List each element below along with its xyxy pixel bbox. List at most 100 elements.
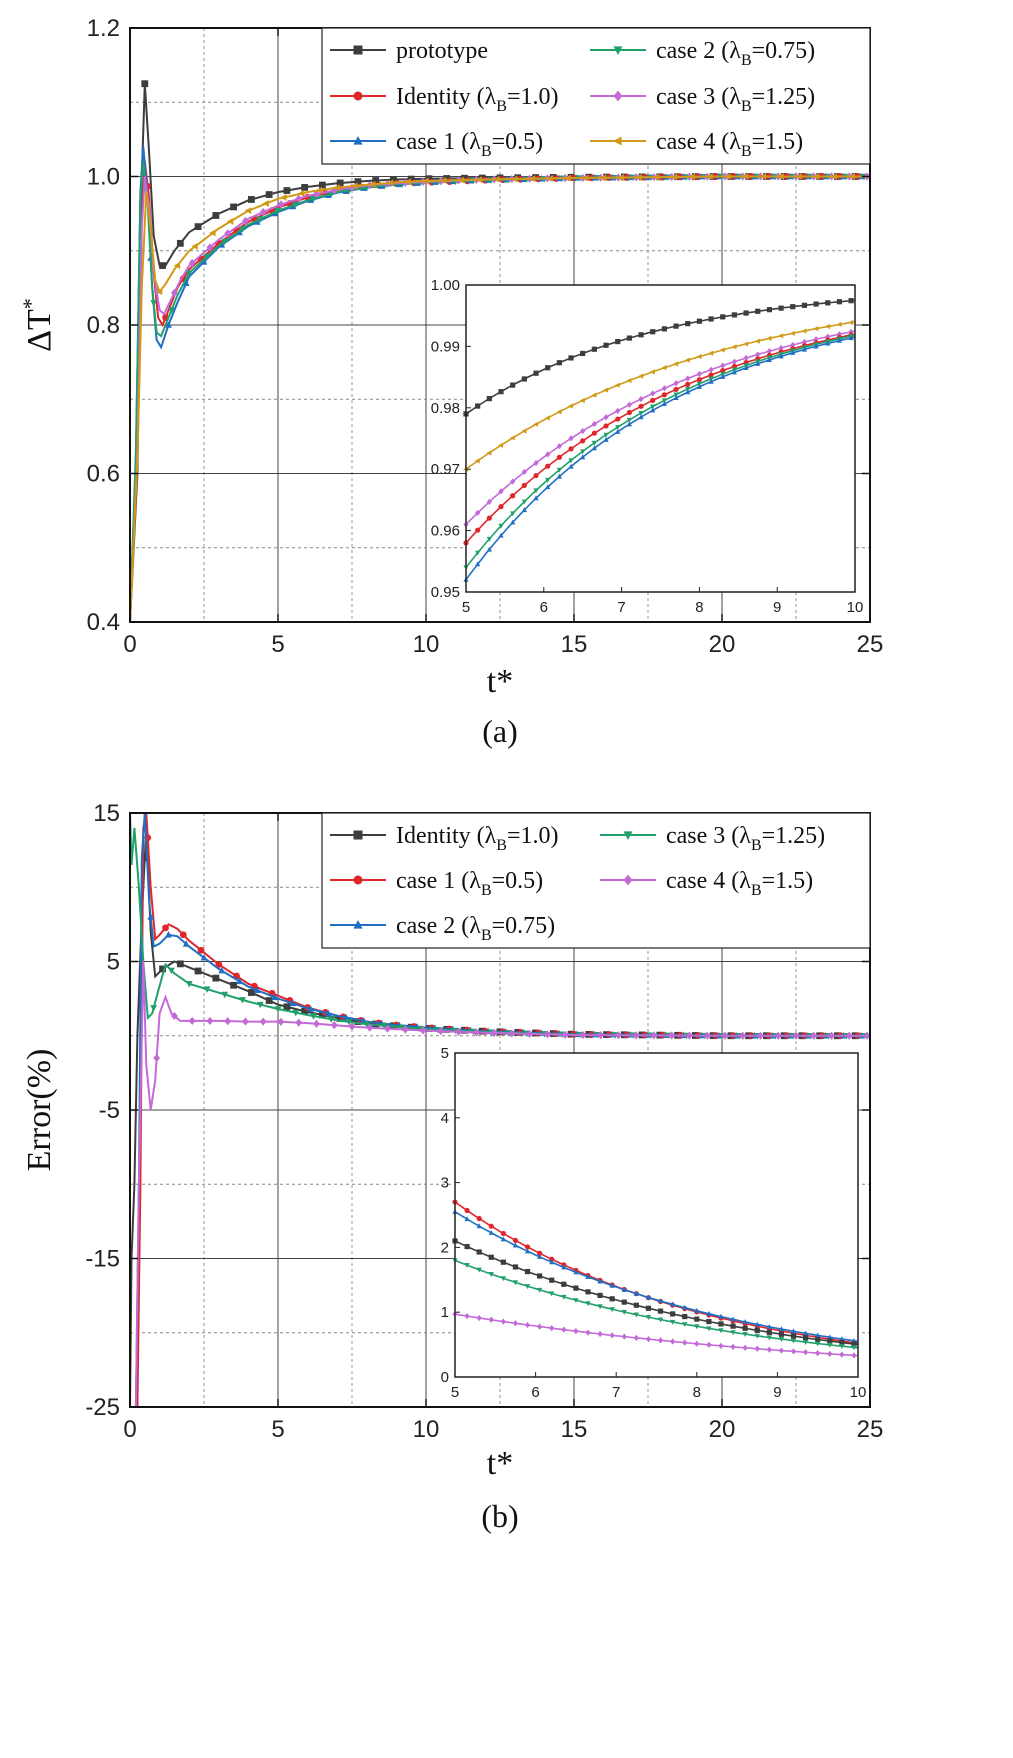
x-tick-label: 5 [271, 1416, 284, 1443]
inset-data-point [512, 1264, 519, 1270]
x-tick-label: 15 [561, 631, 588, 658]
inset-data-point [475, 527, 481, 533]
inset-data-point [755, 360, 761, 366]
x-tick-label: 20 [709, 1416, 736, 1443]
data-point [348, 1022, 356, 1031]
inset-data-point [685, 389, 691, 395]
inset-data-point [803, 1335, 809, 1341]
data-point [561, 1030, 569, 1039]
legend-label: case 3 (λB=1.25) [656, 84, 815, 115]
inset-data-point [827, 1342, 833, 1348]
inset-data-point [743, 365, 749, 370]
data-point [345, 1019, 353, 1026]
legend-subscript: B [751, 837, 762, 854]
data-point [478, 174, 486, 182]
inset-chart: 5 6 7 8 9 10 0 1 2 3 4 5 [441, 1045, 867, 1401]
data-point [419, 1026, 427, 1035]
data-point [490, 1028, 498, 1038]
inset-data-point [615, 338, 621, 345]
data-point [292, 201, 300, 209]
inset-data-point [549, 1291, 555, 1297]
legend-label: case 2 (λB=0.75) [396, 913, 555, 944]
data-point [188, 1016, 196, 1025]
inset-data-point [585, 1301, 591, 1307]
data-point [239, 226, 246, 233]
inset-data-point [549, 1259, 555, 1265]
inset-data-point [670, 1301, 676, 1307]
legend-marker [353, 875, 363, 885]
inset-data-point [633, 1334, 639, 1342]
data-point [253, 986, 261, 994]
inset-data-point [708, 316, 714, 322]
inset-data-point [533, 459, 539, 467]
legend-item: case 1 (λB=0.5) [330, 129, 543, 160]
data-point [212, 974, 220, 982]
data-point [703, 1031, 711, 1040]
inset-data-point [657, 1298, 664, 1304]
series-group [130, 80, 870, 622]
data-point [194, 223, 202, 231]
x-tick-label: 10 [413, 631, 440, 658]
data-point [274, 1006, 282, 1013]
inset-data-point [730, 1316, 736, 1322]
inset-data-point [839, 1336, 845, 1342]
data-point [271, 993, 279, 1001]
inset-data-point [488, 1272, 494, 1277]
inset-data-point [836, 331, 843, 338]
inset-data-point [801, 302, 808, 308]
inset-data-point [754, 1321, 760, 1327]
inset-data-point [720, 373, 726, 379]
data-point [274, 207, 282, 215]
data-point [242, 216, 249, 225]
legend: Identity (λB=1.0)case 1 (λB=0.5)case 2 (… [321, 812, 871, 949]
legend-name: prototype [396, 38, 488, 64]
inset-data-point [537, 1323, 543, 1330]
legend-marker [623, 831, 633, 840]
inset-data-point [621, 1286, 627, 1292]
y-tick-label: -15 [85, 1246, 120, 1273]
inset-data-point [661, 385, 667, 392]
inset-data-point [682, 1322, 688, 1328]
data-point [262, 200, 269, 207]
inset-series-line [465, 333, 856, 544]
inset-data-point [742, 1319, 748, 1325]
inset-data-point [591, 430, 597, 436]
inset-x-tick-label: 5 [451, 1384, 459, 1401]
data-point [310, 1013, 317, 1020]
inset-data-point [556, 443, 562, 450]
inset-data-point [603, 387, 609, 393]
legend-item: prototype [330, 38, 488, 64]
panel-caption: (a) [482, 713, 518, 749]
data-point [191, 242, 198, 250]
legend-item: case 2 (λB=0.75) [590, 38, 815, 69]
inset-data-point [661, 401, 667, 407]
x-axis-label: t* [487, 663, 513, 700]
inset-x-tick-label: 7 [617, 599, 625, 616]
data-point [168, 307, 175, 314]
inset-data-point [568, 435, 574, 442]
series-line-case-4 [130, 961, 870, 1407]
inset-data-point [512, 1320, 519, 1327]
data-point [256, 1001, 264, 1009]
inset-data-point [851, 1341, 857, 1347]
inset-data-point [638, 332, 644, 338]
inset-data-point [537, 1250, 543, 1256]
legend-subscript: B [481, 143, 492, 160]
inset-data-point [597, 1278, 603, 1284]
legend-name: Identity (λ [396, 823, 497, 849]
inset-data-point [537, 1273, 543, 1279]
inset-data-point [766, 1346, 772, 1353]
data-point [830, 173, 838, 180]
inset-data-point [720, 368, 726, 374]
inset-data-point [510, 382, 516, 388]
inset-data-point [706, 1341, 712, 1348]
inset-data-point [556, 454, 562, 460]
inset-data-point [626, 401, 632, 408]
data-point [197, 946, 205, 954]
inset-data-point [533, 370, 539, 376]
legend-item: case 2 (λB=0.75) [330, 913, 555, 944]
data-point [597, 1031, 605, 1040]
inset-data-point [512, 1280, 519, 1286]
data-point [381, 1023, 388, 1030]
inset-data-point [545, 365, 551, 371]
